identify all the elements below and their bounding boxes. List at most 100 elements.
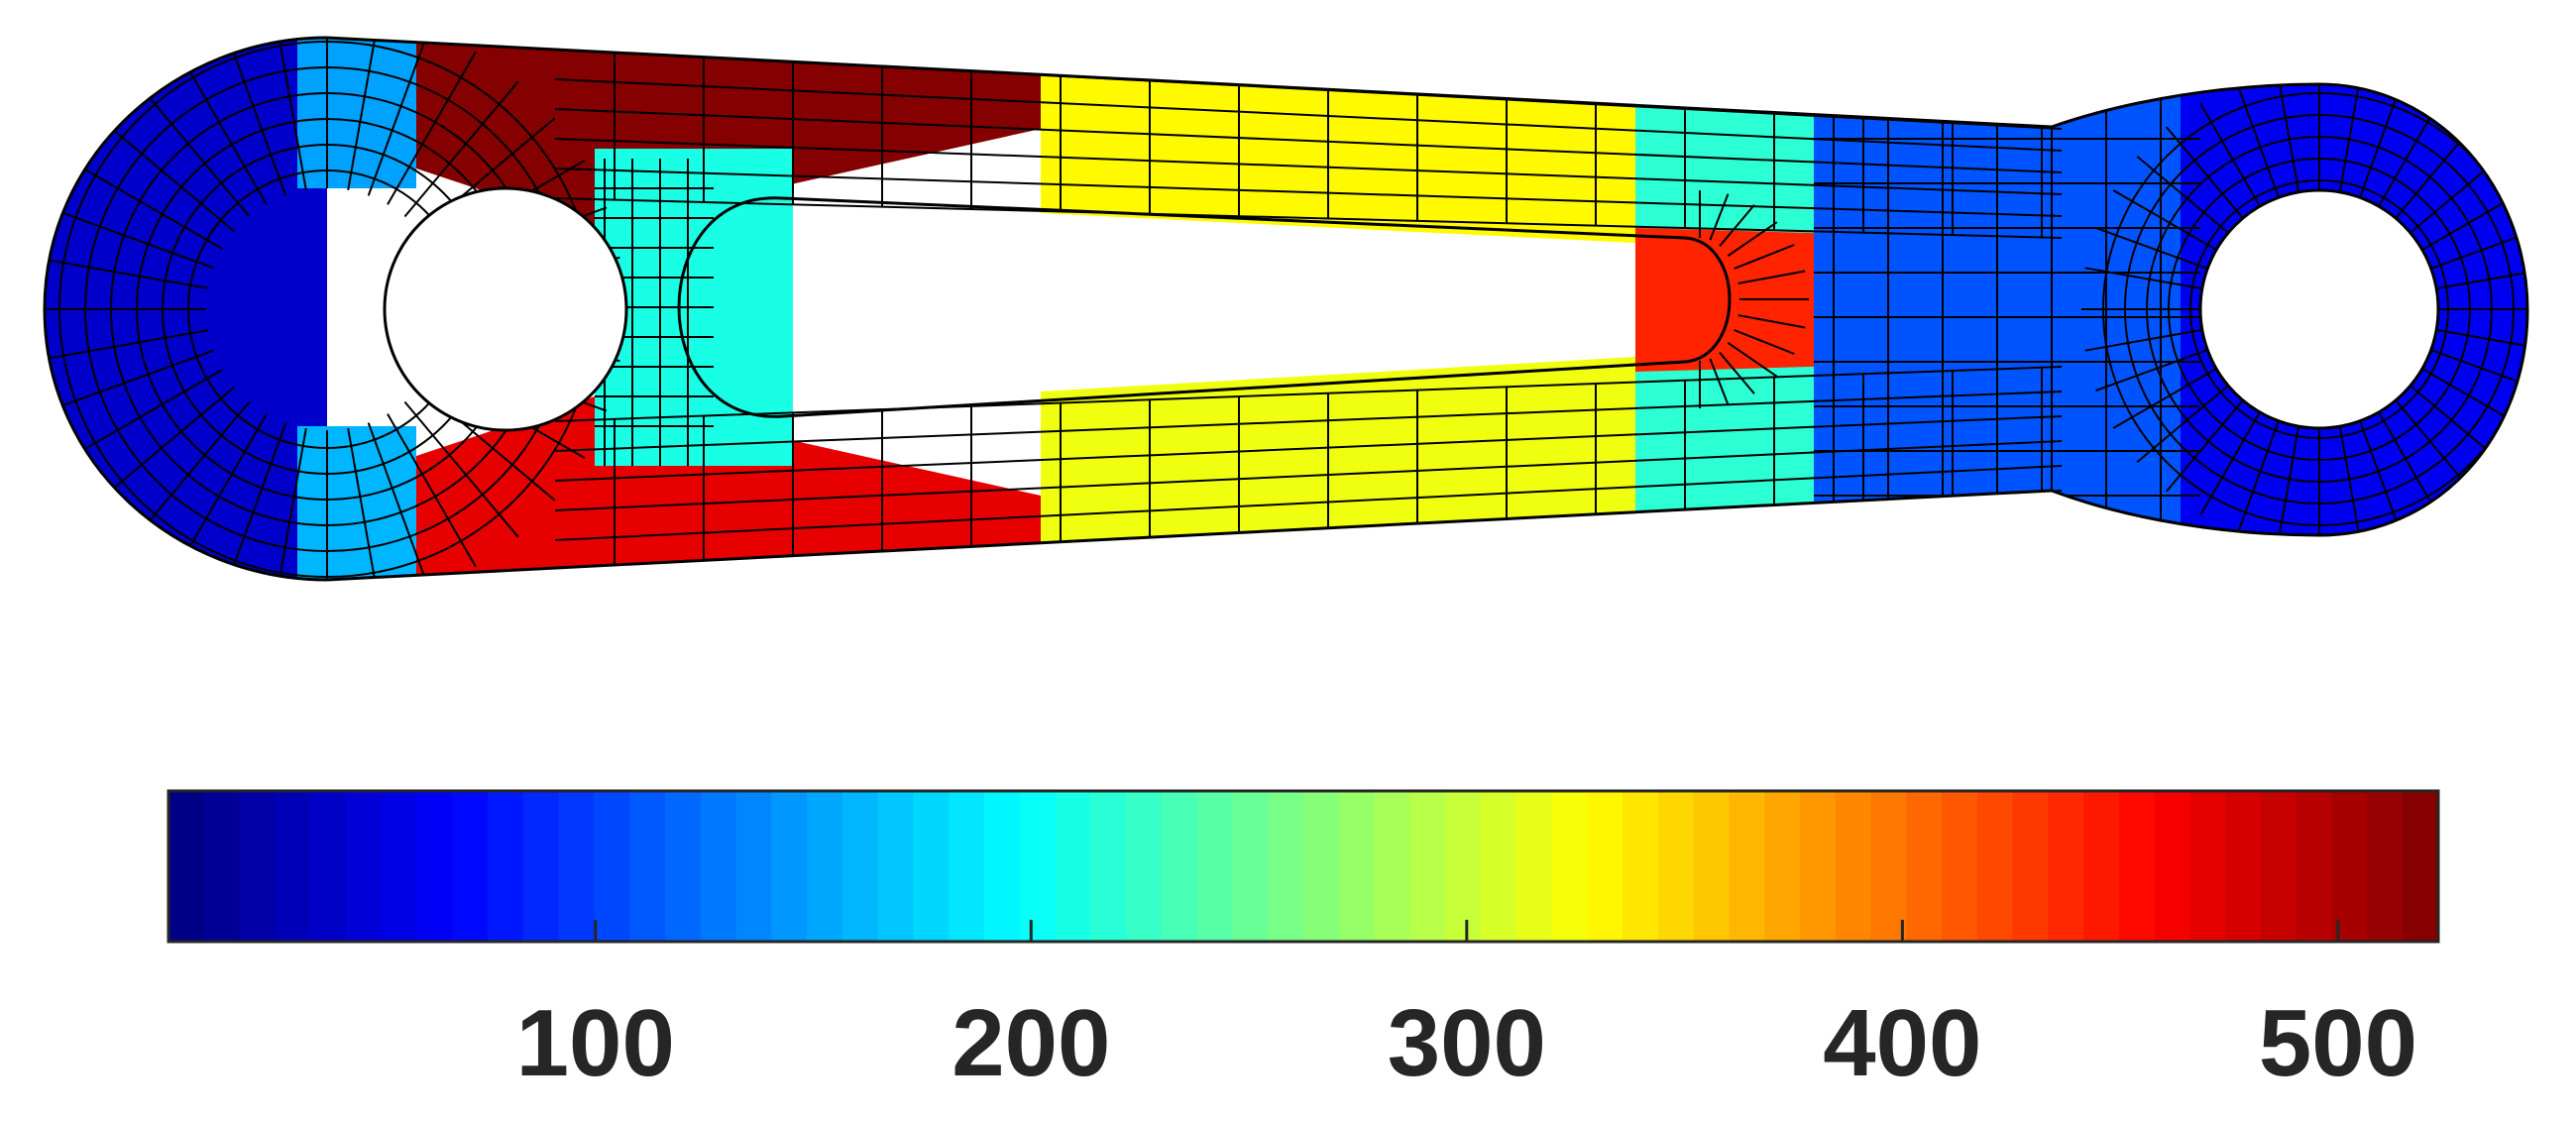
- mesh-line: [1719, 352, 1755, 394]
- colorbar-cell: [2083, 791, 2120, 942]
- mesh-line: [2359, 85, 2403, 198]
- colorbar-cell: [452, 791, 489, 942]
- mesh-line: [274, 38, 307, 191]
- colorbar-cell: [2403, 791, 2439, 942]
- colorbar-cell: [168, 791, 205, 942]
- mesh-line: [2136, 385, 2229, 464]
- colorbar-cell: [664, 791, 702, 942]
- mesh-line: [554, 465, 2063, 541]
- mesh-line: [1709, 193, 1730, 241]
- mesh-line: [45, 256, 209, 289]
- mesh-line: [68, 160, 223, 250]
- colorbar-cell: [629, 791, 666, 942]
- colorbar-cell: [416, 791, 454, 942]
- mesh-line: [1727, 221, 1778, 257]
- colorbar-cell: [594, 791, 630, 942]
- mesh-line: [1709, 358, 1730, 405]
- colorbar-cell: [2154, 791, 2191, 942]
- colorbar-cell: [275, 791, 311, 942]
- colorbar-cell: [1799, 791, 1837, 942]
- colorbar-cell: [1196, 791, 1234, 942]
- mesh-line: [2277, 426, 2300, 544]
- colorbar-cell: [1515, 791, 1553, 942]
- mesh-line: [274, 427, 307, 580]
- mesh-line: [135, 400, 251, 538]
- colorbar-cell: [771, 791, 808, 942]
- mesh-line: [554, 415, 2063, 482]
- mesh-line: [1734, 244, 1795, 270]
- colorbar-cell: [239, 791, 277, 942]
- mesh-line: [98, 117, 236, 233]
- colorbar-cell: [1551, 791, 1589, 942]
- mesh-line: [554, 168, 2063, 217]
- mesh-line: [224, 422, 287, 580]
- colorbar-cell: [949, 791, 985, 942]
- colorbar-cell: [1657, 791, 1695, 942]
- mesh-line: [2378, 411, 2439, 516]
- colorbar-cell: [1445, 791, 1482, 942]
- colorbar-cell: [2225, 791, 2262, 942]
- colorbar-cell: [1976, 791, 2014, 942]
- colorbar-tick-label: 200: [952, 990, 1110, 1096]
- colorbar-cell: [2331, 791, 2369, 942]
- mesh-line: [2199, 411, 2261, 516]
- mesh-line: [2236, 85, 2280, 198]
- colorbar-cell: [381, 791, 418, 942]
- colorbar-cell: [310, 791, 347, 942]
- mesh-line: [445, 256, 620, 289]
- colorbar-cell: [700, 791, 737, 942]
- colorbar-cell: [488, 791, 524, 942]
- mesh-line: [367, 38, 430, 196]
- mesh-line: [177, 413, 268, 568]
- colorbar-cell: [1835, 791, 1872, 942]
- mesh-line: [554, 197, 2063, 239]
- colorbar-cell: [841, 791, 879, 942]
- colorbar-tick-label: 300: [1388, 990, 1546, 1096]
- mesh-line: [554, 440, 2063, 511]
- colorbar-cell: [1480, 791, 1517, 942]
- mesh-line: [2199, 102, 2261, 207]
- mesh-line: [2084, 328, 2202, 352]
- colorbar-cell: [735, 791, 773, 942]
- mesh-line: [2236, 420, 2280, 533]
- colorbar-tick-label: 400: [1823, 990, 1981, 1096]
- colorbar-cell: [558, 791, 596, 942]
- colorbar-cell: [345, 791, 383, 942]
- mesh-line: [554, 391, 2063, 452]
- rod-mesh: [43, 36, 2529, 582]
- colorbar-cell: [2367, 791, 2405, 942]
- mesh-line: [1737, 270, 1806, 284]
- mesh-line: [387, 413, 477, 568]
- mesh-line: [68, 369, 223, 459]
- colorbar-cell: [522, 791, 560, 942]
- colorbar-cell: [1019, 791, 1057, 942]
- colorbar-cell: [1587, 791, 1624, 942]
- mesh-line: [403, 80, 519, 218]
- colorbar-cell: [807, 791, 843, 942]
- colorbar-cell: [2189, 791, 2227, 942]
- mesh-line: [554, 108, 2063, 173]
- mesh-line: [2112, 189, 2217, 251]
- colorbar-cell: [2048, 791, 2084, 942]
- mesh-line: [347, 427, 381, 580]
- mesh-line: [2338, 426, 2362, 544]
- colorbar-tick-label: 100: [516, 990, 675, 1096]
- mesh-line: [2378, 102, 2439, 207]
- colorbar-cell: [2296, 791, 2333, 942]
- mesh-line: [1727, 342, 1778, 378]
- mesh-line: [45, 329, 209, 363]
- mesh-line: [554, 78, 2063, 152]
- colorbar-cell: [1126, 791, 1163, 942]
- contour-region-top-rail-mid: [1041, 38, 1635, 243]
- colorbar-cell: [1729, 791, 1765, 942]
- colorbar-cell: [1055, 791, 1092, 942]
- colorbar-cell: [203, 791, 241, 942]
- mesh-line: [2359, 420, 2403, 533]
- mesh-line: [2165, 126, 2244, 219]
- colorbar-cell: [2261, 791, 2297, 942]
- mesh-line: [554, 138, 2063, 195]
- mesh-line: [2095, 349, 2208, 392]
- colorbar-tick-label: 500: [2259, 990, 2417, 1096]
- colorbar-cell: [1409, 791, 1446, 942]
